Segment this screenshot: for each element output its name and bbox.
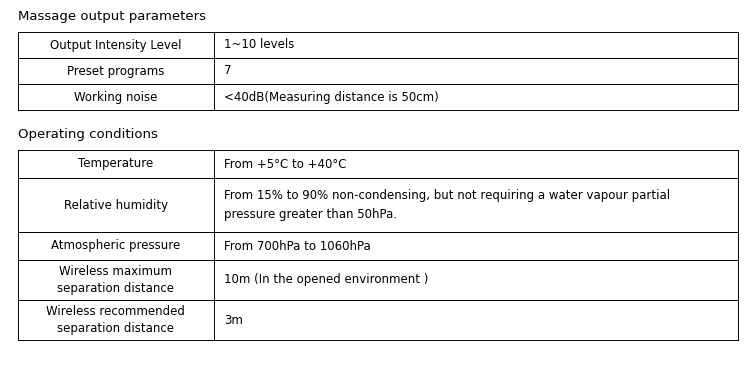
Text: Atmospheric pressure: Atmospheric pressure bbox=[51, 239, 181, 252]
Text: <40dB(Measuring distance is 50cm): <40dB(Measuring distance is 50cm) bbox=[224, 90, 438, 103]
Text: Temperature: Temperature bbox=[79, 157, 153, 171]
Text: Massage output parameters: Massage output parameters bbox=[18, 10, 206, 23]
Text: From +5°C to +40°C: From +5°C to +40°C bbox=[224, 157, 346, 171]
Text: Working noise: Working noise bbox=[74, 90, 157, 103]
Text: Wireless recommended
separation distance: Wireless recommended separation distance bbox=[46, 305, 185, 335]
Text: Wireless maximum
separation distance: Wireless maximum separation distance bbox=[57, 265, 175, 295]
Text: Relative humidity: Relative humidity bbox=[64, 198, 168, 212]
Text: Output Intensity Level: Output Intensity Level bbox=[50, 39, 181, 51]
Text: Preset programs: Preset programs bbox=[67, 64, 165, 78]
Text: 10m (In the opened environment ): 10m (In the opened environment ) bbox=[224, 274, 428, 286]
Text: From 700hPa to 1060hPa: From 700hPa to 1060hPa bbox=[224, 239, 370, 252]
Text: 3m: 3m bbox=[224, 313, 243, 327]
Text: From 15% to 90% non-condensing, but not requiring a water vapour partial
pressur: From 15% to 90% non-condensing, but not … bbox=[224, 189, 670, 221]
Text: 1~10 levels: 1~10 levels bbox=[224, 39, 294, 51]
Text: 7: 7 bbox=[224, 64, 231, 78]
Text: Operating conditions: Operating conditions bbox=[18, 128, 158, 141]
